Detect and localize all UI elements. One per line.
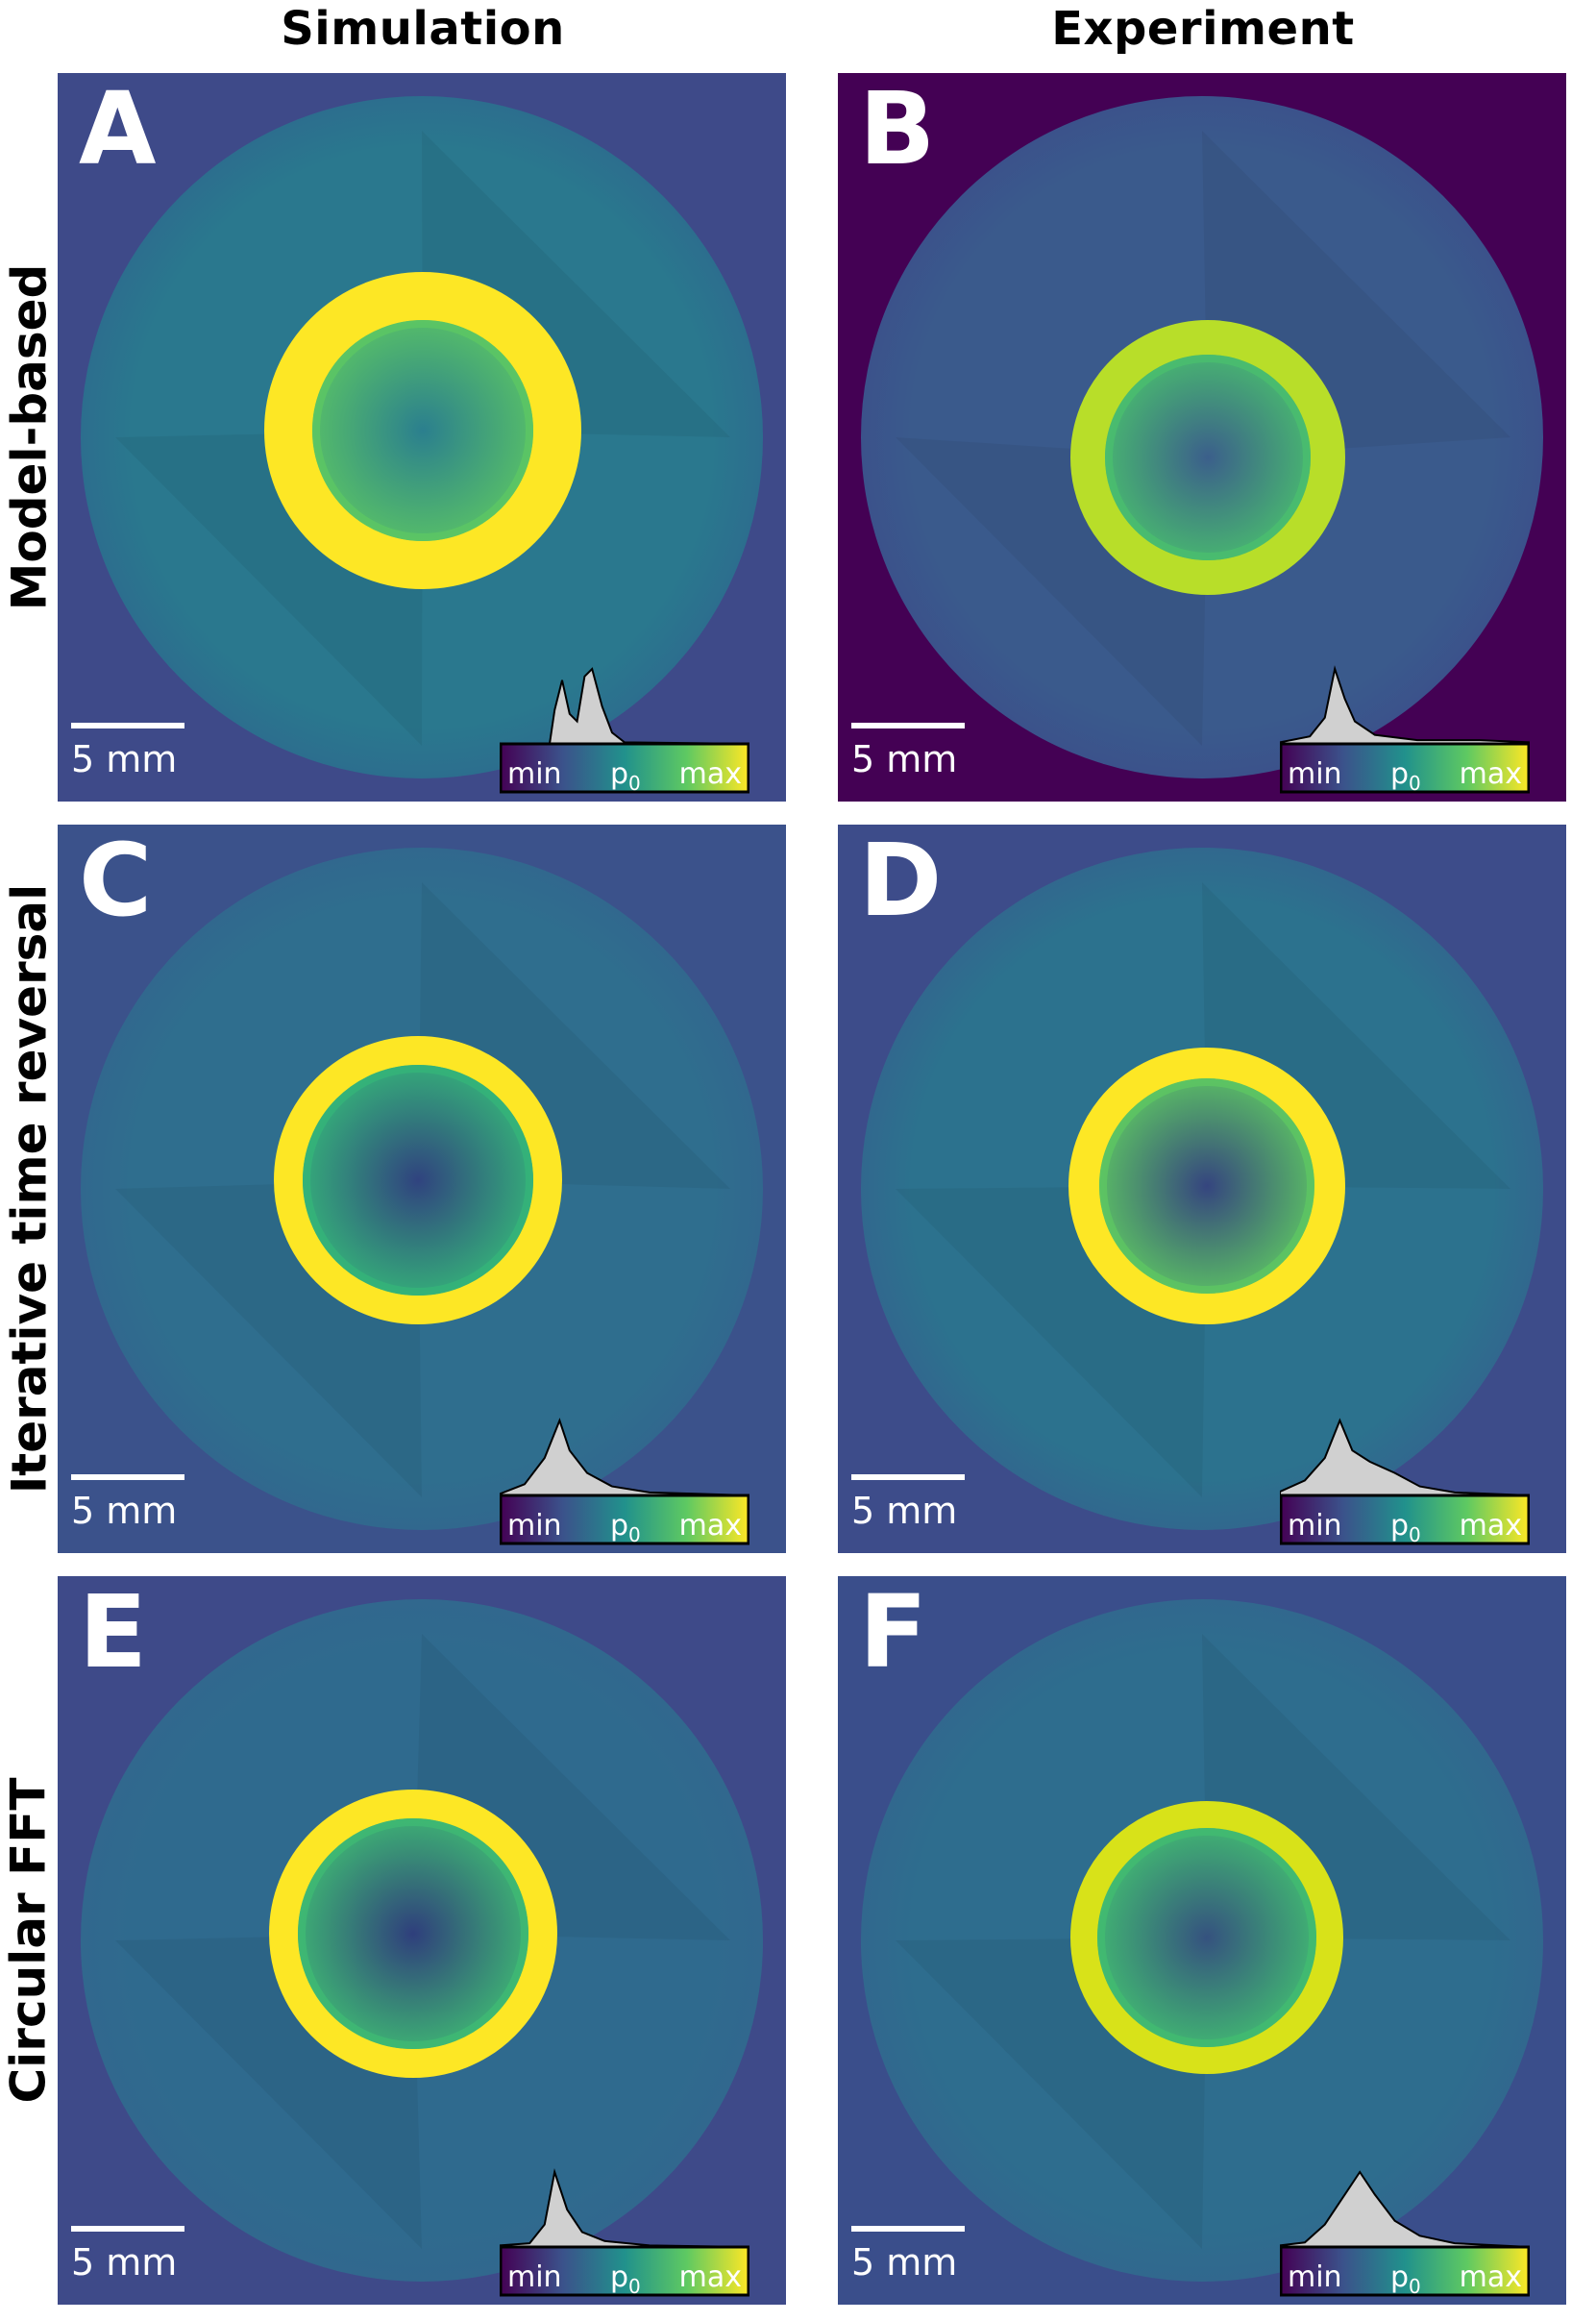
reconstruction-image xyxy=(58,825,786,1553)
panel-b: B 5 mm min p0 max xyxy=(838,73,1566,802)
ring-inclusion xyxy=(264,272,581,589)
ring-inclusion xyxy=(1070,320,1345,595)
panel-f: F 5 mm min p0 max xyxy=(838,1576,1566,2305)
column-title-simulation: Simulation xyxy=(281,2,565,56)
panel-letter: D xyxy=(859,825,943,939)
row-title-iterative-time-reversal: Iterative time reversal xyxy=(1,883,58,1494)
histogram xyxy=(500,667,749,745)
histogram xyxy=(500,1418,749,1496)
colorbar-p0-label: p0 xyxy=(1390,757,1421,795)
panel-d: D 5 mm min p0 max xyxy=(838,825,1566,1553)
scale-bar xyxy=(71,2226,184,2232)
scale-bar xyxy=(851,1474,965,1480)
panel-e: E 5 mm min p0 max xyxy=(58,1576,786,2305)
colorbar-min-label: min xyxy=(1288,757,1342,791)
row-title-circular-fft: Circular FFT xyxy=(1,1777,57,2104)
scale-bar xyxy=(71,1474,184,1480)
colorbar-min-label: min xyxy=(1288,2260,1342,2294)
colorbar: min p0 max xyxy=(1280,1411,1530,1546)
ring-inclusion xyxy=(269,1790,557,2078)
panel-a: A 5 mm min p0 max xyxy=(58,73,786,802)
reconstruction-image xyxy=(838,1576,1566,2305)
colorbar-p0-label: p0 xyxy=(1390,2260,1421,2298)
reconstruction-image xyxy=(838,825,1566,1553)
panel-letter: A xyxy=(79,73,157,187)
colorbar: min p0 max xyxy=(1280,2162,1530,2298)
colorbar-min-label: min xyxy=(507,2260,562,2294)
colorbar-gradient xyxy=(1280,1494,1530,1545)
reconstruction-image xyxy=(58,73,786,802)
colorbar-min-label: min xyxy=(1288,1509,1342,1543)
colorbar-max-label: max xyxy=(678,1509,742,1543)
colorbar-max-label: max xyxy=(1459,1509,1522,1543)
colorbar: min p0 max xyxy=(500,1411,749,1546)
colorbar-gradient xyxy=(1280,2245,1530,2297)
scale-bar-label: 5 mm xyxy=(851,1490,958,1532)
ring-inclusion xyxy=(274,1036,562,1324)
scale-bar-label: 5 mm xyxy=(851,2241,958,2284)
colorbar-min-label: min xyxy=(507,1509,562,1543)
reconstruction-image xyxy=(58,1576,786,2305)
scale-bar xyxy=(71,723,184,728)
panel-letter: E xyxy=(79,1576,148,1691)
panel-c: C 5 mm min p0 max xyxy=(58,825,786,1553)
colorbar: min p0 max xyxy=(1280,659,1530,795)
colorbar-p0-label: p0 xyxy=(1390,1509,1421,1546)
scale-bar-label: 5 mm xyxy=(851,738,958,780)
ring-inclusion xyxy=(1070,1801,1343,2074)
ring-inclusion xyxy=(1068,1048,1345,1324)
colorbar-gradient xyxy=(500,2245,749,2297)
reconstruction-image xyxy=(838,73,1566,802)
colorbar-gradient xyxy=(1280,742,1530,794)
scale-bar xyxy=(851,723,965,728)
colorbar-p0-label: p0 xyxy=(610,2260,641,2298)
column-title-experiment: Experiment xyxy=(1051,2,1355,56)
scale-bar xyxy=(851,2226,965,2232)
colorbar-min-label: min xyxy=(507,757,562,791)
panel-letter: F xyxy=(859,1576,928,1691)
colorbar: min p0 max xyxy=(500,2162,749,2298)
colorbar-max-label: max xyxy=(678,2260,742,2294)
scale-bar-label: 5 mm xyxy=(71,738,178,780)
histogram xyxy=(1280,1418,1530,1496)
histogram xyxy=(1280,2170,1530,2248)
histogram xyxy=(500,2168,749,2248)
panel-letter: C xyxy=(79,825,153,939)
scale-bar-label: 5 mm xyxy=(71,2241,178,2284)
colorbar-max-label: max xyxy=(1459,757,1522,791)
row-title-model-based: Model-based xyxy=(1,263,58,611)
panel-letter: B xyxy=(859,73,936,187)
colorbar: min p0 max xyxy=(500,659,749,795)
colorbar-max-label: max xyxy=(678,757,742,791)
histogram xyxy=(1280,665,1530,745)
colorbar-p0-label: p0 xyxy=(610,1509,641,1546)
colorbar-max-label: max xyxy=(1459,2260,1522,2294)
colorbar-gradient xyxy=(500,1494,749,1545)
scale-bar-label: 5 mm xyxy=(71,1490,178,1532)
colorbar-p0-label: p0 xyxy=(610,757,641,795)
colorbar-gradient xyxy=(500,742,749,794)
